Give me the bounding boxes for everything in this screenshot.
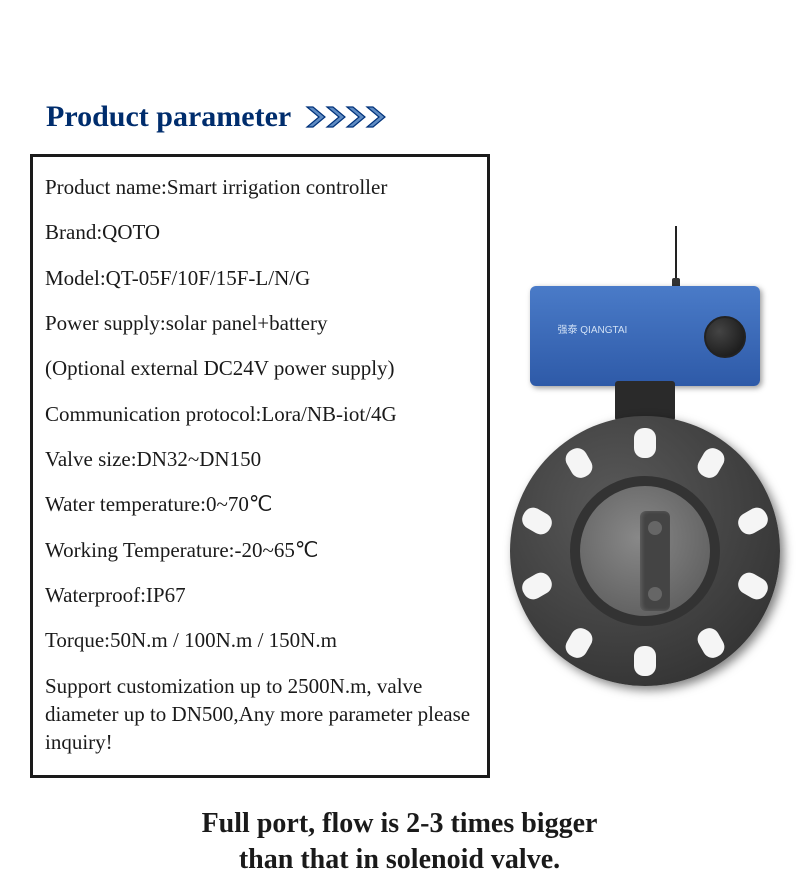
spec-line: Waterproof:IP67 — [45, 581, 475, 609]
spec-line: (Optional external DC24V power supply) — [45, 354, 475, 382]
footer-line: Full port, flow is 2-3 times bigger — [0, 806, 799, 842]
content-row: Product name:Smart irrigation controller… — [0, 154, 799, 778]
spec-line: Torque:50N.m / 100N.m / 150N.m — [45, 626, 475, 654]
flange-hole-icon — [634, 428, 656, 458]
valve-disc — [640, 511, 670, 611]
header: Product parameter — [0, 0, 799, 154]
spec-box: Product name:Smart irrigation controller… — [30, 154, 490, 778]
spec-line: Product name:Smart irrigation controller — [45, 173, 475, 201]
antenna-icon — [675, 226, 677, 286]
valve-bore — [570, 476, 720, 626]
spec-line: Model:QT-05F/10F/15F-L/N/G — [45, 264, 475, 292]
footer-line: than that in solenoid valve. — [0, 842, 799, 878]
disc-screw-icon — [648, 587, 662, 601]
flange-hole-icon — [518, 504, 555, 538]
spec-line: Valve size:DN32~DN150 — [45, 445, 475, 473]
chevrons-icon — [305, 103, 395, 131]
valve-illustration: 强泰 QIANGTAI — [510, 226, 780, 706]
valve-body — [510, 416, 780, 686]
flange-hole-icon — [734, 504, 771, 538]
flange-hole-icon — [693, 444, 727, 481]
spec-line: Communication protocol:Lora/NB-iot/4G — [45, 400, 475, 428]
spec-line: Power supply:solar panel+battery — [45, 309, 475, 337]
flange-hole-icon — [734, 569, 771, 603]
spec-line: Water temperature:0~70℃ — [45, 490, 475, 518]
product-image-column: 强泰 QIANGTAI — [490, 154, 799, 778]
flange-hole-icon — [693, 624, 727, 661]
flange-hole-icon — [518, 569, 555, 603]
spec-line: Support customization up to 2500N.m, val… — [45, 672, 475, 757]
flange-hole-icon — [561, 624, 595, 661]
chevron-icon-group — [305, 103, 395, 131]
page-title: Product parameter — [46, 100, 291, 134]
footer-tagline: Full port, flow is 2-3 times bigger than… — [0, 778, 799, 879]
device-brand-label: 强泰 QIANGTAI — [558, 321, 628, 336]
flange-hole-icon — [561, 444, 595, 481]
spec-line: Working Temperature:-20~65℃ — [45, 536, 475, 564]
actuator-knob-icon — [704, 316, 746, 358]
actuator-housing: 强泰 QIANGTAI — [530, 286, 760, 386]
mounting-bracket — [615, 381, 675, 421]
spec-line: Brand:QOTO — [45, 218, 475, 246]
flange-hole-icon — [634, 646, 656, 676]
disc-screw-icon — [648, 521, 662, 535]
